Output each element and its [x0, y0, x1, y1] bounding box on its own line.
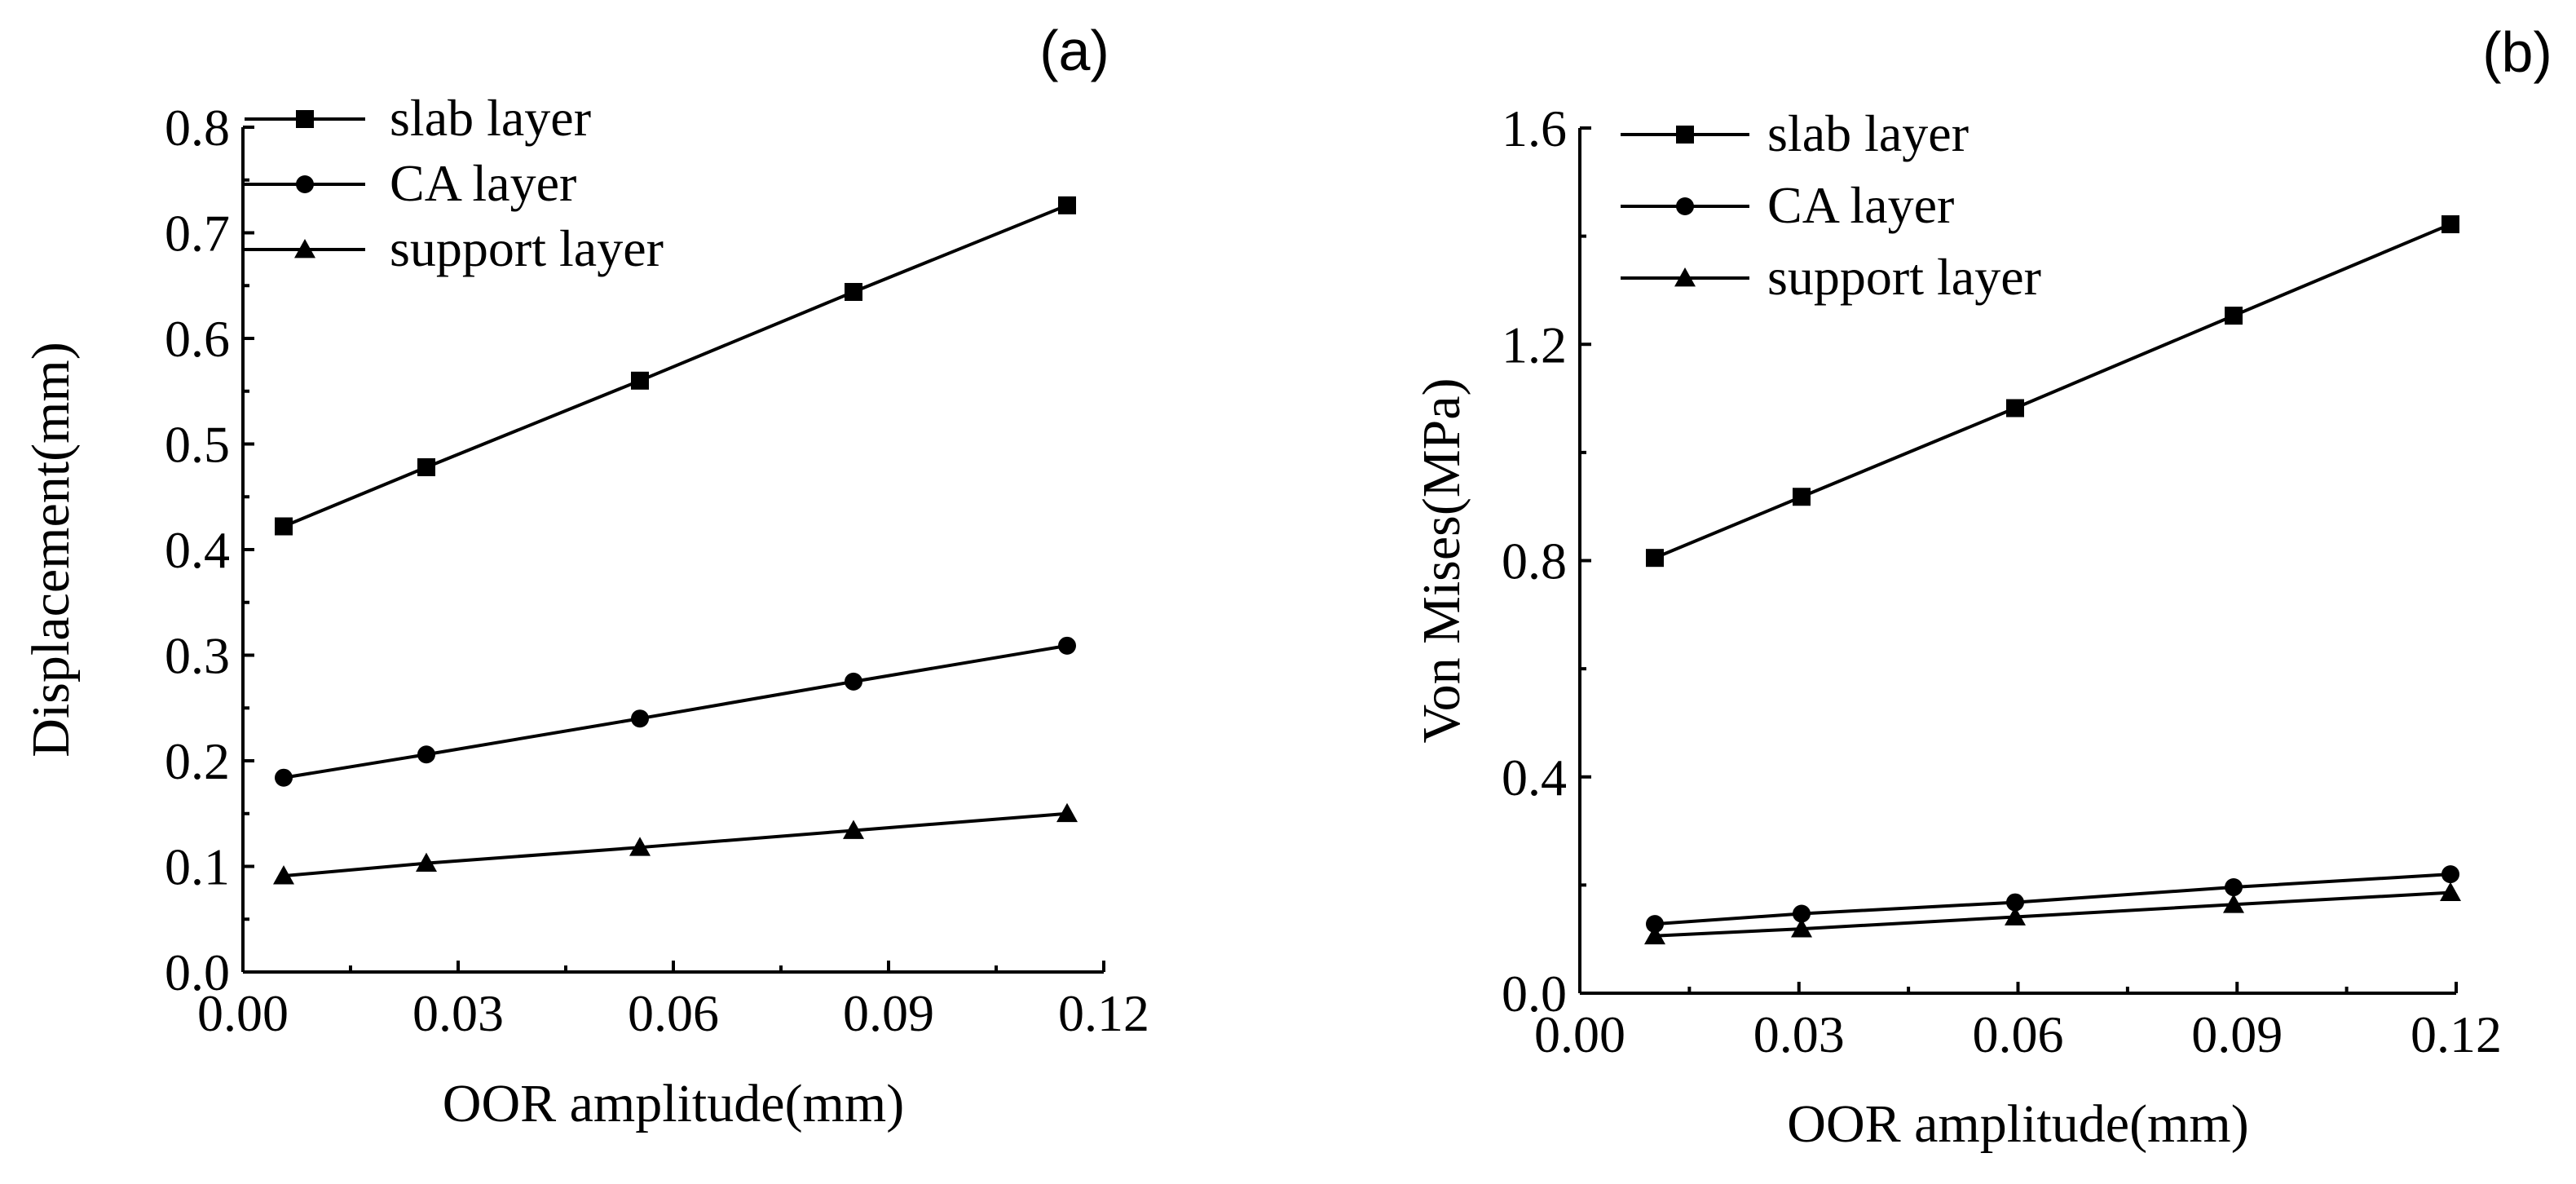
data-point-ca-layer — [631, 709, 649, 728]
y-tick-label: 0.8 — [165, 99, 230, 157]
chart-panel-b: 0.00 0.03 0.06 0.09 0.12 0.0 0.4 0.8 1.2 1.6 OOR a… — [1412, 20, 2552, 1154]
data-point-slab-layer — [1646, 549, 1664, 568]
x-tick-label: 0.12 — [1058, 984, 1149, 1042]
legend-label: CA layer — [390, 154, 576, 212]
y-tick-label: 0.5 — [165, 416, 230, 474]
data-point-ca-layer — [1793, 904, 1811, 923]
x-tick-label: 0.09 — [843, 984, 934, 1042]
panel-label: (a) — [1039, 19, 1109, 82]
data-point-support-layer — [1056, 802, 1078, 823]
x-tick-label: 0.09 — [2191, 1005, 2283, 1063]
data-point-ca-layer — [2006, 893, 2024, 912]
x-tick-label: 0.00 — [1534, 1005, 1625, 1063]
y-tick-label: 0.1 — [165, 838, 230, 896]
data-point-ca-layer — [417, 745, 435, 764]
legend-marker — [1676, 126, 1694, 144]
data-point-ca-layer — [1646, 915, 1664, 934]
legend-label: CA layer — [1767, 176, 1954, 234]
y-tick-label: 0.6 — [165, 310, 230, 368]
legend-label: slab layer — [390, 89, 591, 147]
data-point-slab-layer — [417, 457, 435, 476]
data-point-support-layer — [1791, 918, 1812, 938]
data-point-support-layer — [416, 852, 437, 873]
data-point-ca-layer — [845, 672, 862, 691]
x-tick-label: 0.03 — [1753, 1005, 1845, 1063]
x-axis-label: OOR amplitude(mm) — [443, 1074, 904, 1133]
y-tick-label: 0.4 — [165, 521, 230, 579]
y-tick-label: 0.0 — [165, 943, 230, 1001]
legend-label: support layer — [390, 219, 664, 277]
legend-marker — [296, 110, 314, 128]
data-point-slab-layer — [275, 517, 293, 536]
data-point-slab-layer — [2441, 215, 2459, 234]
legend-label: support layer — [1767, 248, 2041, 306]
legend-marker — [1676, 197, 1694, 215]
data-point-slab-layer — [631, 371, 649, 390]
legend-marker — [1674, 267, 1696, 287]
data-point-slab-layer — [845, 283, 862, 302]
y-tick-label: 0.0 — [1502, 965, 1567, 1023]
x-axis-label: OOR amplitude(mm) — [1787, 1094, 2248, 1154]
y-axis-label: Von Mises(MPa) — [1412, 378, 1471, 744]
chart-panel-a: 0.00 0.03 0.06 0.09 0.12 0.0 0.1 0.2 0.3 0.4 0.5 0.… — [21, 19, 1149, 1133]
legend-marker — [296, 175, 314, 193]
data-point-slab-layer — [2225, 307, 2243, 325]
data-point-slab-layer — [1793, 488, 1811, 506]
data-point-slab-layer — [1058, 196, 1076, 214]
data-point-slab-layer — [2006, 399, 2024, 417]
x-tick-label: 0.03 — [412, 984, 504, 1042]
data-point-support-layer — [2223, 894, 2244, 913]
data-point-support-layer — [2005, 906, 2026, 926]
data-point-support-layer — [2440, 881, 2461, 902]
data-point-ca-layer — [2441, 865, 2459, 884]
y-tick-label: 1.6 — [1502, 99, 1567, 157]
y-tick-label: 0.3 — [165, 627, 230, 685]
data-point-support-layer — [273, 865, 294, 885]
y-tick-label: 0.2 — [165, 732, 230, 790]
data-point-ca-layer — [275, 768, 293, 787]
panel-label: (b) — [2482, 20, 2552, 84]
y-tick-label: 0.4 — [1502, 749, 1567, 806]
data-point-support-layer — [1644, 925, 1665, 945]
y-tick-label: 1.2 — [1502, 316, 1567, 373]
data-point-support-layer — [629, 837, 651, 856]
data-point-support-layer — [843, 820, 864, 839]
x-tick-label: 0.06 — [628, 984, 719, 1042]
y-tick-label: 0.8 — [1502, 532, 1567, 590]
data-point-ca-layer — [1058, 636, 1076, 655]
data-point-ca-layer — [2225, 878, 2243, 897]
x-tick-label: 0.12 — [2411, 1005, 2502, 1063]
y-axis-label: Displacement(mm) — [21, 342, 81, 758]
y-tick-label: 0.7 — [165, 205, 230, 263]
x-tick-label: 0.00 — [197, 984, 289, 1042]
legend-label: slab layer — [1767, 104, 1969, 162]
legend-marker — [294, 239, 315, 258]
x-tick-label: 0.06 — [1973, 1005, 2064, 1063]
